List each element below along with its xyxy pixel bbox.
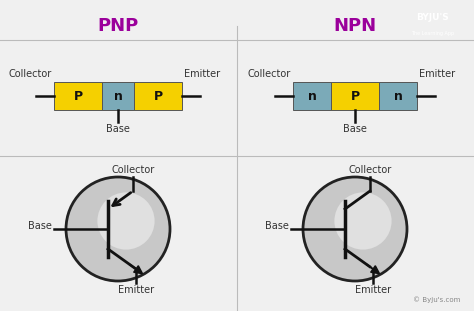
Text: P: P [154, 90, 163, 103]
Circle shape [334, 193, 392, 250]
Text: Base: Base [106, 124, 130, 134]
Text: P: P [350, 90, 360, 103]
Text: Base: Base [28, 221, 52, 231]
Text: Emitter: Emitter [118, 285, 154, 295]
Text: The Learning App: The Learning App [411, 31, 455, 36]
Text: Base: Base [265, 221, 289, 231]
Text: © Byju's.com: © Byju's.com [413, 296, 460, 303]
Text: NPN: NPN [333, 17, 376, 35]
Text: PNP: PNP [97, 17, 138, 35]
Circle shape [66, 177, 170, 281]
Text: Emitter: Emitter [355, 285, 391, 295]
Text: n: n [393, 90, 402, 103]
Text: n: n [308, 90, 317, 103]
Text: Collector: Collector [111, 165, 155, 175]
FancyArrow shape [366, 264, 380, 274]
Bar [102, 82, 134, 110]
Circle shape [303, 177, 407, 281]
Text: n: n [114, 90, 122, 103]
Bar [293, 82, 331, 110]
Bar [54, 82, 102, 110]
Text: Collector: Collector [248, 69, 291, 79]
Text: Emitter: Emitter [419, 69, 455, 79]
Text: Collector: Collector [9, 69, 52, 79]
Bar [379, 82, 417, 110]
Text: Base: Base [343, 124, 367, 134]
Text: Collector: Collector [348, 165, 392, 175]
Bar [331, 82, 379, 110]
Circle shape [97, 193, 155, 250]
Text: Emitter: Emitter [184, 69, 220, 79]
FancyArrow shape [129, 264, 143, 274]
Bar [134, 82, 182, 110]
Text: P: P [73, 90, 82, 103]
Text: BYJU'S: BYJU'S [417, 13, 449, 22]
